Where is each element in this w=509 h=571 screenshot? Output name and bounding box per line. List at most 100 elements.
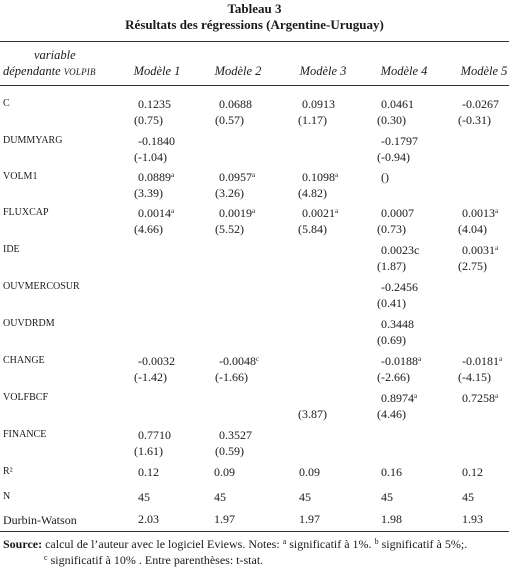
coefficient-value: -0.0048c	[219, 354, 259, 369]
t-stat-value: (0.69)	[377, 333, 406, 347]
coefficient-number: 0.7710	[138, 428, 171, 442]
coefficient-number: -0.1840	[138, 134, 175, 148]
coefficient-number: -0.1797	[381, 134, 418, 148]
coefficient-number: 0.0889	[138, 170, 171, 184]
significance-marker: a	[414, 392, 418, 400]
coefficient-number: 0.0014	[138, 206, 171, 220]
footnote-text-4: significatif à 10% . Entre parenthèses: …	[50, 553, 264, 567]
model-header-2: Modèle 2	[214, 64, 262, 78]
t-stat-value: (2.75)	[458, 259, 487, 273]
t-stat-value: (-2.66)	[377, 370, 410, 384]
t-stat-value: (-1.66)	[215, 370, 248, 384]
coefficient-number: -0.0267	[462, 97, 499, 111]
footnote-line-2: c significatif à 10% . Entre parenthèses…	[44, 553, 263, 568]
coefficient-number: 0.0021	[302, 206, 335, 220]
t-stat-value: (0.73)	[377, 222, 406, 236]
model-header-4: Modèle 4	[380, 64, 428, 78]
coefficient-value: -0.1797	[381, 134, 418, 149]
t-stat-value: (-0.94)	[377, 150, 410, 164]
coefficient-value: 0.0007	[381, 206, 414, 221]
header-rule	[0, 85, 509, 86]
coefficient-value: -0.0267	[462, 97, 499, 112]
significance-marker: a	[252, 207, 256, 215]
coefficient-value: -0.0181a	[462, 354, 502, 369]
model-header-3: Modèle 3	[299, 64, 347, 78]
coefficient-number: -0.0188	[381, 354, 418, 368]
coefficient-number: 0.1098	[302, 170, 335, 184]
t-stat-value: (0.30)	[377, 113, 406, 127]
table-title: Tableau 3	[227, 1, 282, 16]
t-stat-value: (4.46)	[377, 407, 406, 421]
coefficient-value: 0.7258a	[462, 391, 498, 406]
coefficient-value: -0.0032	[138, 354, 175, 369]
row-label: OUVDRDM	[3, 318, 55, 329]
t-stat-value: (4.04)	[458, 222, 487, 236]
significance-marker: a	[499, 355, 503, 363]
bottom-rule	[0, 531, 509, 532]
model-header-1: Modèle 1	[133, 64, 181, 78]
coefficient-number: 0.7258	[462, 391, 495, 405]
coefficient-value: -0.0188a	[381, 354, 421, 369]
t-stat-value: (5.84)	[298, 222, 327, 236]
row-label: OUVMERCOSUR	[3, 281, 80, 292]
coefficient-number: -0.2456	[381, 280, 418, 294]
significance-marker: a	[495, 244, 499, 252]
significance-marker: c	[256, 355, 260, 363]
stat-value: 45	[299, 490, 311, 504]
coefficient-number: 0.8974	[381, 391, 414, 405]
t-stat-value: (-1.42)	[134, 370, 167, 384]
t-stat-value: (0.59)	[215, 444, 244, 458]
t-stat-value: (0.75)	[134, 113, 163, 127]
coefficient-value: -0.2456	[381, 280, 418, 295]
significance-marker: a	[418, 355, 422, 363]
stat-value: 1.93	[462, 512, 483, 526]
t-stat-value: (5.52)	[215, 222, 244, 236]
stat-value: 0.09	[214, 465, 235, 479]
coefficient-value: -0.1840	[138, 134, 175, 149]
coefficient-value: 0.0031a	[462, 243, 498, 258]
footnote-text-2: significatif à 1%.	[289, 537, 372, 551]
t-stat-value: (-4.15)	[458, 370, 491, 384]
coefficient-value: 0.0889a	[138, 170, 174, 185]
significance-marker: a	[495, 392, 499, 400]
coefficient-number: ()	[381, 170, 389, 184]
coefficient-number: -0.0032	[138, 354, 175, 368]
stat-value: 45	[381, 490, 393, 504]
row-label: FINANCE	[3, 429, 47, 440]
row-label: DUMMYARG	[3, 135, 63, 146]
coefficient-number: 0.0007	[381, 206, 414, 220]
coefficient-number: 0.1235	[138, 97, 171, 111]
footnote-source-label: Source:	[3, 537, 43, 551]
footnote-line-1: Source: calcul de l’auteur avec le logic…	[3, 537, 467, 552]
coefficient-number: 0.0913	[302, 97, 335, 111]
row-label: C	[3, 98, 10, 109]
footnote-sup-a: a	[282, 537, 287, 546]
stat-value: 0.12	[462, 465, 483, 479]
stat-value: 0.16	[381, 465, 402, 479]
t-stat-value: (1.61)	[134, 444, 163, 458]
coefficient-value: 0.0013a	[462, 206, 498, 221]
coefficient-value: 0.0688	[219, 97, 252, 112]
coefficient-value: 0.1098a	[302, 170, 338, 185]
dependent-variable-label-2: dépendante VOLPIB	[3, 64, 96, 79]
row-label: FLUXCAP	[3, 207, 49, 218]
coefficient-number: 0.0013	[462, 206, 495, 220]
t-stat-value: (4.66)	[134, 222, 163, 236]
top-rule	[0, 41, 509, 42]
t-stat-value: (3.87)	[298, 407, 327, 421]
coefficient-value: 0.0023c	[381, 243, 419, 258]
t-stat-value: (3.39)	[134, 186, 163, 200]
coefficient-value: 0.0913	[302, 97, 335, 112]
significance-marker: a	[495, 207, 499, 215]
variable-label-line1: variable	[34, 48, 76, 62]
stat-value: 1.97	[299, 512, 320, 526]
variable-label-line2: dépendante	[3, 64, 61, 78]
coefficient-value: ()	[381, 170, 389, 185]
coefficient-number: 0.0957	[219, 170, 252, 184]
table-subtitle: Résultats des régressions (Argentine-Uru…	[125, 17, 384, 32]
coefficient-number: 0.0023c	[381, 243, 420, 257]
stat-value: 1.97	[214, 512, 235, 526]
model-header-5: Modèle 5	[460, 64, 508, 78]
coefficient-number: 0.0688	[219, 97, 252, 111]
stat-value: 45	[462, 490, 474, 504]
